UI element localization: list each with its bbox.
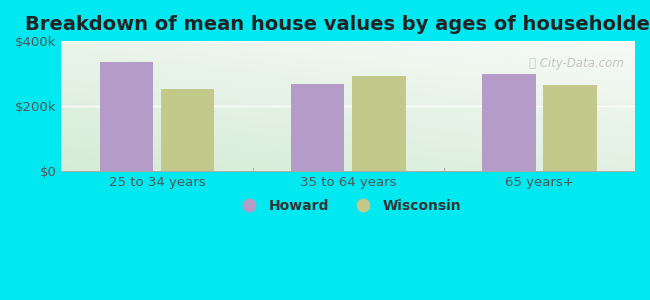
Bar bbox=[543, 85, 597, 171]
Legend: Howard, Wisconsin: Howard, Wisconsin bbox=[229, 194, 467, 218]
Bar bbox=[482, 74, 536, 171]
Bar bbox=[161, 89, 215, 171]
Bar bbox=[352, 76, 406, 171]
Title: Breakdown of mean house values by ages of householders: Breakdown of mean house values by ages o… bbox=[25, 15, 650, 34]
Bar bbox=[291, 84, 344, 171]
Text: Ⓢ City-Data.com: Ⓢ City-Data.com bbox=[528, 57, 623, 70]
Bar bbox=[99, 62, 153, 171]
